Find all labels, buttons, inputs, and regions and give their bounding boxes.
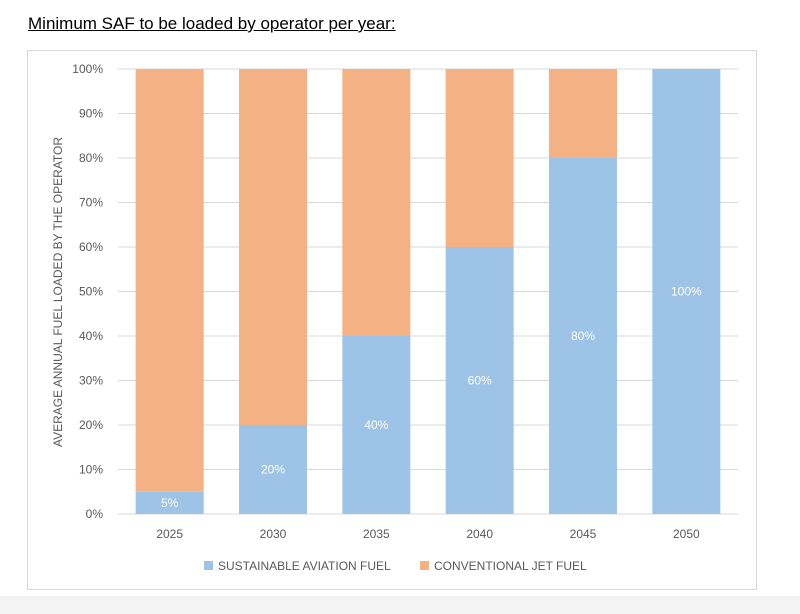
page-heading: Minimum SAF to be loaded by operator per… [28, 14, 396, 33]
x-tick-label: 2040 [466, 527, 493, 541]
data-label: 20% [261, 463, 285, 477]
x-axis: 2025 2030 2035 2040 2045 2050 [156, 527, 700, 541]
data-label: 100% [671, 285, 702, 299]
legend-swatch-saf [204, 561, 213, 570]
bar-saf [549, 158, 617, 514]
x-tick-label: 2025 [156, 527, 183, 541]
y-tick-label: 100% [72, 62, 103, 76]
bar-conventional [445, 69, 514, 247]
legend-swatch-conventional [420, 561, 429, 570]
bar-saf [342, 336, 411, 514]
y-tick-label: 0% [86, 507, 104, 521]
bar-saf [239, 425, 307, 514]
bar-saf [652, 69, 721, 514]
y-tick-label: 20% [79, 418, 103, 432]
x-tick-label: 2035 [363, 527, 390, 541]
bar-conventional [135, 69, 204, 492]
bars [135, 69, 721, 514]
y-tick-label: 10% [79, 463, 103, 477]
bar-saf [135, 491, 204, 514]
legend-label-saf: SUSTAINABLE AVIATION FUEL [218, 559, 391, 573]
x-tick-label: 2050 [673, 527, 700, 541]
bar-saf [445, 247, 514, 514]
data-label: 5% [161, 496, 179, 510]
x-tick-label: 2030 [260, 527, 287, 541]
y-axis-title: AVERAGE ANNUAL FUEL LOADED BY THE OPERAT… [51, 137, 65, 447]
y-tick-label: 70% [79, 196, 103, 210]
bar-conventional [342, 69, 411, 336]
y-tick-label: 90% [79, 107, 103, 121]
legend-label-conventional: CONVENTIONAL JET FUEL [434, 559, 587, 573]
y-tick-label: 40% [79, 329, 103, 343]
y-tick-label: 30% [79, 374, 103, 388]
bar-conventional [239, 69, 307, 425]
y-tick-label: 50% [79, 285, 103, 299]
x-tick-label: 2045 [570, 527, 597, 541]
bar-conventional [549, 69, 617, 158]
y-axis: 0% 10% 20% 30% 40% 50% 60% 70% 80% 90% 100% [72, 62, 103, 521]
data-label: 40% [364, 418, 388, 432]
y-tick-label: 60% [79, 240, 103, 254]
legend: SUSTAINABLE AVIATION FUEL CONVENTIONAL JE… [204, 559, 587, 573]
data-labels: 5% 20% 40% 60% 80% 100% [161, 285, 702, 510]
data-label: 80% [571, 329, 595, 343]
data-label: 60% [468, 374, 492, 388]
bottom-band [0, 596, 800, 614]
gridlines [118, 68, 738, 515]
y-tick-label: 80% [79, 151, 103, 165]
